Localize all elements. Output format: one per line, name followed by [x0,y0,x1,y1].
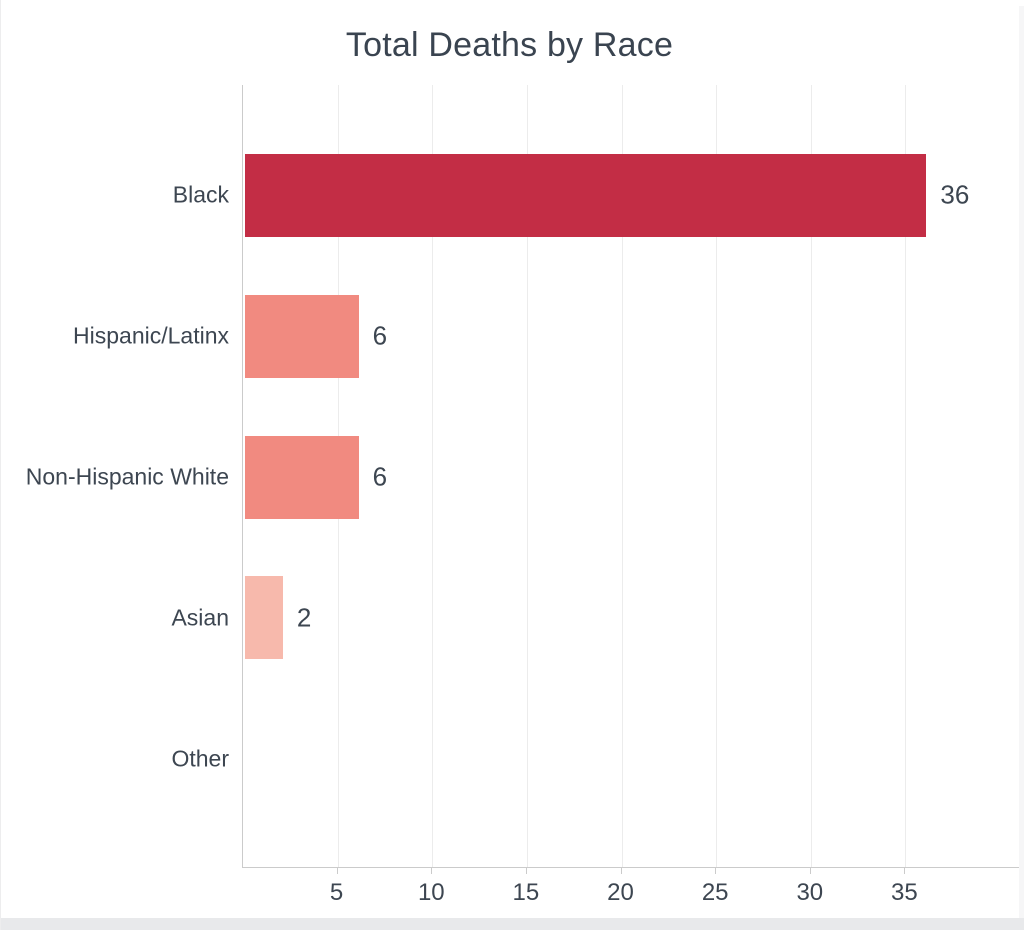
gridline-x-35 [905,85,907,867]
tick-label-x-15: 15 [512,879,540,906]
gridline-x-10 [432,85,434,867]
gridline-x-25 [716,85,718,867]
x-axis-ticks: 5 10 15 20 25 30 35 [242,867,1018,922]
tick-mark-x-15 [525,868,527,874]
tick-label-x-30: 30 [796,879,824,906]
tick-mark-x-10 [431,868,433,874]
gridline-x-20 [621,85,623,867]
gridline-x-30 [810,85,812,867]
tick-mark-x-35 [904,868,906,874]
y-label-non-hispanic-white: Non-Hispanic White [25,463,229,490]
y-label-hispanic-latinx: Hispanic/Latinx [73,322,229,349]
value-label-hispanic-latinx: 6 [372,320,388,351]
plot-area: 36 6 6 2 [242,85,1020,868]
tick-label-x-25: 25 [701,879,729,906]
tick-mark-x-30 [809,868,811,874]
chart-title: Total Deaths by Race [345,26,674,64]
y-label-other: Other [171,745,229,772]
page-right-edge [1019,6,1024,918]
tick-label-x-5: 5 [329,879,344,906]
tick-label-x-35: 35 [891,879,918,906]
value-label-black: 36 [940,179,970,210]
bar-non-hispanic-white [245,435,359,519]
y-label-asian: Asian [171,604,229,631]
page-bottom-edge [1,918,1024,930]
value-label-asian: 2 [296,602,312,633]
y-label-black: Black [172,181,229,208]
bar-asian [245,576,283,660]
gridline-x-15 [526,85,528,867]
tick-label-x-20: 20 [607,879,634,906]
tick-mark-x-25 [715,868,717,874]
tick-mark-x-5 [336,868,338,874]
value-label-non-hispanic-white: 6 [372,461,388,492]
y-axis-labels: Black Hispanic/Latinx Non-Hispanic White As… [1,85,242,867]
bar-hispanic-latinx [245,294,359,378]
tick-mark-x-20 [620,868,622,874]
bar-black [245,153,927,237]
tick-label-x-10: 10 [417,879,445,906]
